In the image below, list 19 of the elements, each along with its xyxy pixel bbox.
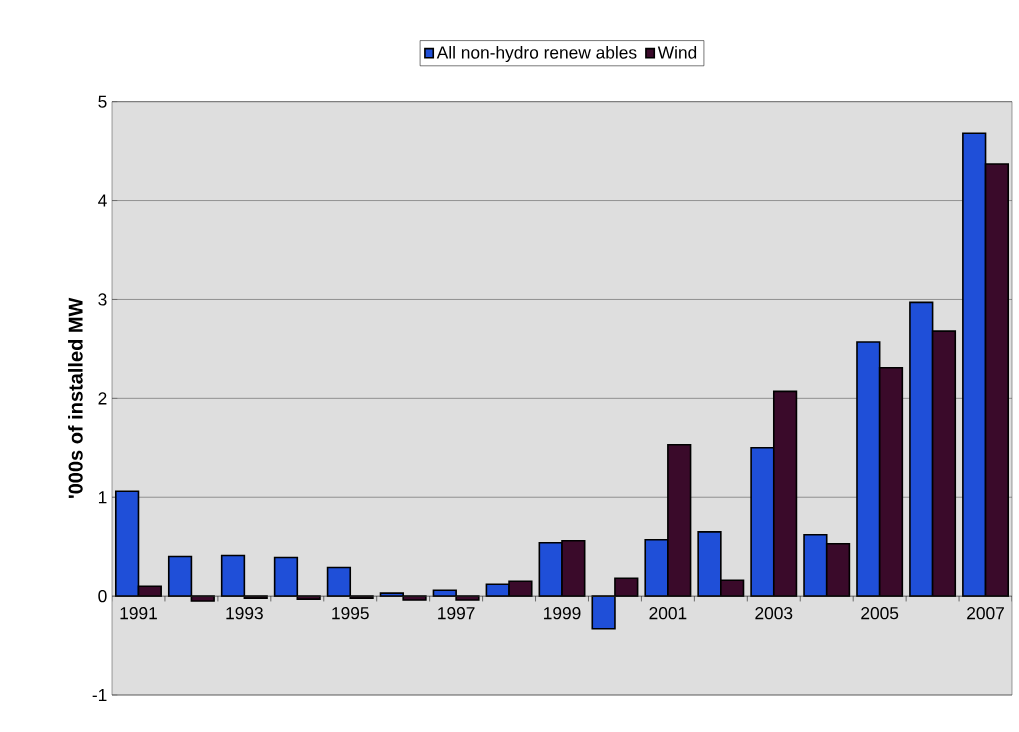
- x-tick-label: 2003: [755, 607, 793, 620]
- y-tick-label: -1: [92, 689, 107, 701]
- y-tick-label: 2: [98, 392, 107, 405]
- x-tick-label: 1993: [226, 607, 263, 620]
- legend-label: Wind: [657, 45, 697, 59]
- x-tick-label: 2001: [649, 607, 687, 620]
- x-tick-label: 1997: [438, 607, 475, 620]
- x-tick-label: 2005: [861, 607, 899, 620]
- y-tick-label: 5: [98, 95, 107, 108]
- y-axis-title: '000s of installed MW: [68, 297, 83, 498]
- y-tick-label: 3: [98, 293, 107, 306]
- x-tick-label: 1999: [544, 607, 581, 620]
- y-tick-label: 0: [98, 589, 107, 603]
- x-tick-label: 2007: [967, 607, 1004, 620]
- legend-label: All non-hydro renew ables: [436, 45, 637, 63]
- y-tick-label: 4: [98, 194, 107, 207]
- y-tick-label: 1: [98, 491, 107, 504]
- x-tick-label: 1995: [332, 607, 369, 620]
- x-tick-label: 1991: [120, 607, 157, 620]
